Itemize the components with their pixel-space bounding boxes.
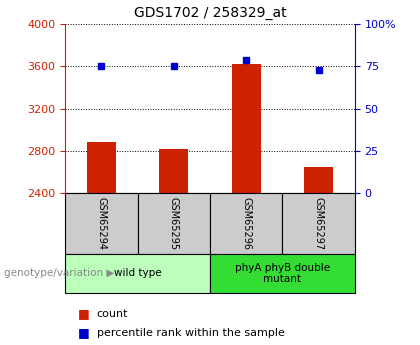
Text: GSM65297: GSM65297 <box>314 197 324 250</box>
Text: percentile rank within the sample: percentile rank within the sample <box>97 328 284 338</box>
Text: GSM65296: GSM65296 <box>241 197 251 250</box>
Text: ■: ■ <box>78 326 89 339</box>
Text: GSM65294: GSM65294 <box>96 197 106 250</box>
Title: GDS1702 / 258329_at: GDS1702 / 258329_at <box>134 6 286 20</box>
Bar <box>304 167 333 193</box>
Bar <box>159 149 188 193</box>
Text: phyA phyB double
mutant: phyA phyB double mutant <box>235 263 330 284</box>
Text: genotype/variation ▶: genotype/variation ▶ <box>4 268 115 278</box>
Text: count: count <box>97 309 128 319</box>
Text: wild type: wild type <box>114 268 161 278</box>
Bar <box>87 142 116 193</box>
Text: GSM65295: GSM65295 <box>169 197 179 250</box>
Text: ■: ■ <box>78 307 89 321</box>
Bar <box>232 64 261 193</box>
